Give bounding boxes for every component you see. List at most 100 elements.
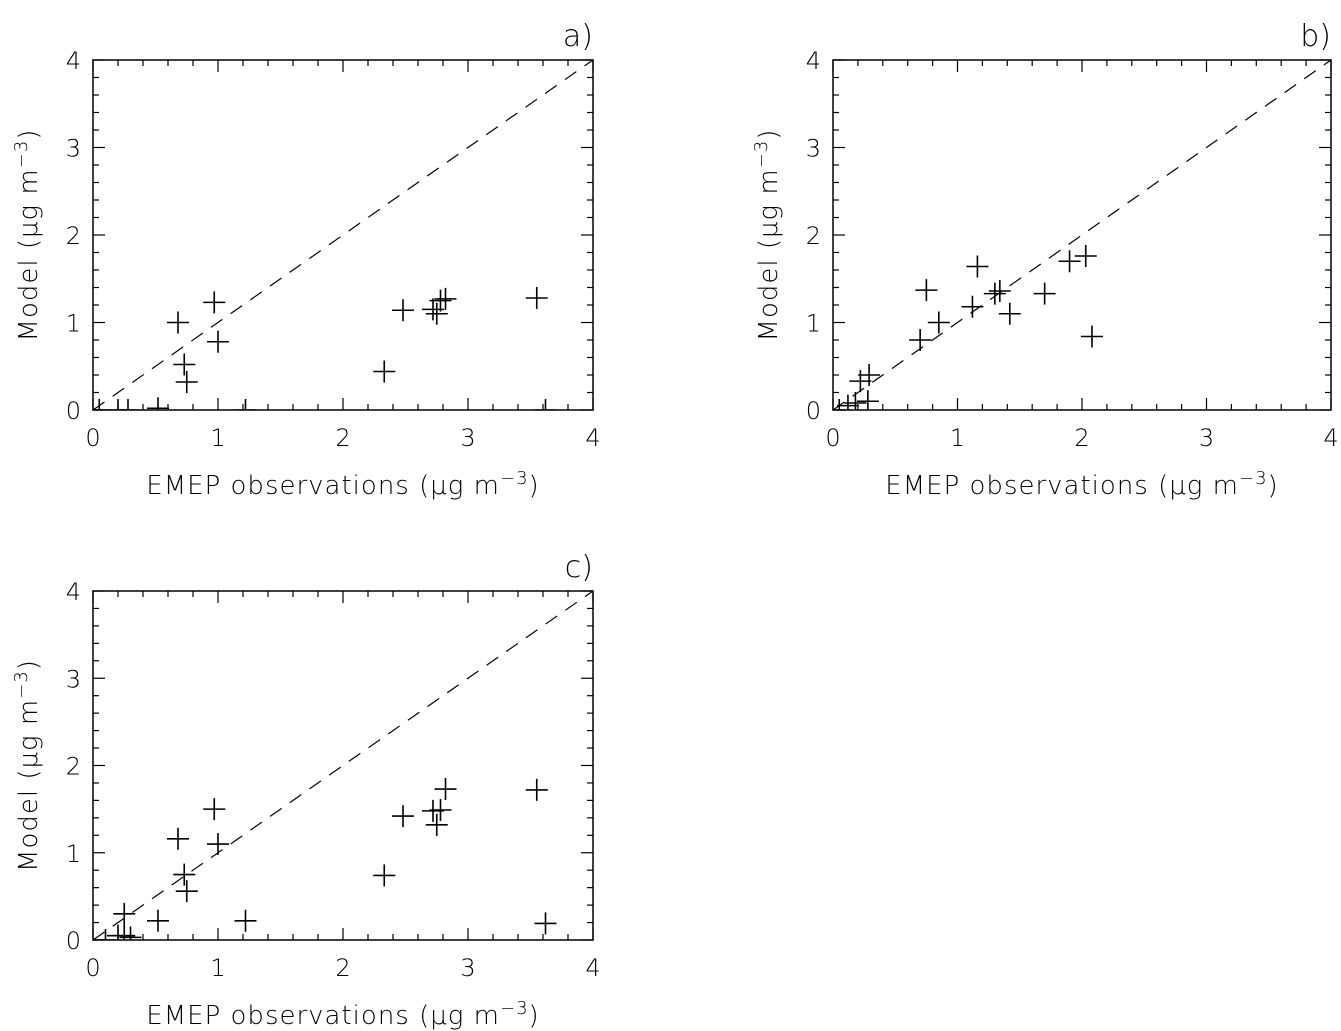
one-to-one-line [832,59,1332,411]
data-point [175,371,198,393]
data-point [983,282,1006,305]
x-tick-label: 2 [335,424,350,452]
panel-b: 0 1 2 3 4 0 1 2 3 4 EMEP observations (μg m−3) Mode… [751,19,1339,501]
x-tick-label: 2 [335,954,350,982]
data-point [93,399,111,410]
data-point [927,311,950,334]
data-points [93,287,557,410]
y-tick-label: 0 [66,927,81,955]
data-point [207,330,229,353]
y-tick-label: 4 [66,47,81,75]
plot-frame [92,59,594,411]
x-axis-label: EMEP observations (μg m−3) [146,998,539,1031]
data-point [373,360,396,383]
data-point [392,299,414,322]
data-point [147,909,169,932]
data-point [234,909,257,932]
x-tick-label: 4 [1323,424,1338,452]
x-tick-label: 1 [210,954,225,982]
x-tick-label: 4 [585,954,600,982]
y-tick-label: 4 [806,47,821,75]
y-axis-label: Model (μg m−3) [11,129,44,342]
panel-c: 0 1 2 3 4 0 1 2 3 4 EMEP observations (μg m−3) Mode… [11,550,601,1031]
data-points [94,778,557,940]
data-point [915,279,938,302]
y-tick-label: 1 [66,310,81,338]
data-point [525,287,548,309]
data-point [1074,245,1097,267]
x-tick-label: 1 [210,424,225,452]
data-point [998,302,1021,325]
data-point [844,392,867,410]
data-point [94,929,117,940]
data-point [961,295,984,318]
y-axis-label: Model (μg m−3) [751,129,784,342]
data-point [392,805,414,828]
x-axis-label: EMEP observations (μg m−3) [146,468,539,501]
data-point [173,353,196,376]
data-point [429,798,452,821]
data-point [434,287,457,310]
y-tick-label: 3 [66,135,81,163]
y-axis-label: Model (μg m−3) [11,659,44,872]
data-point [207,833,229,856]
y-tick-label: 2 [66,753,81,781]
one-to-one-line [92,59,594,411]
y-tick-label: 1 [806,310,821,338]
data-points [833,245,1103,410]
data-point [113,924,136,940]
y-tick-label: 0 [806,397,821,425]
data-point [909,329,932,351]
x-tick-label: 2 [1074,424,1089,452]
data-point [1058,250,1081,273]
x-axis-label: EMEP observations (μg m−3) [885,468,1278,501]
data-point [373,864,396,887]
data-point [858,364,881,386]
panel-label: a) [563,19,593,54]
y-tick-label: 2 [66,222,81,250]
x-tick-label: 1 [950,424,965,452]
data-point [167,311,189,334]
data-point [1080,325,1103,348]
data-point [849,370,872,393]
data-point [119,926,142,940]
data-point [534,912,557,935]
x-tick-label: 0 [85,954,100,982]
data-point [966,255,989,278]
panel-label: c) [565,550,593,585]
data-point [534,399,557,410]
y-tick-label: 3 [66,665,81,693]
x-tick-label: 3 [460,424,475,452]
one-to-one-line [92,590,594,941]
data-point [175,880,198,903]
data-point [203,798,226,821]
y-tick-label: 3 [806,135,821,163]
x-tick-label: 3 [460,954,475,982]
data-point [117,399,139,410]
x-tick-label: 0 [85,424,100,452]
data-point [167,827,189,850]
data-point [147,397,169,410]
panel-label: b) [1300,19,1331,54]
y-tick-label: 0 [66,397,81,425]
panel-a: 0 1 2 3 4 0 1 2 3 4 EMEP observations (μg m−3) Mode… [11,19,601,501]
y-tick-label: 2 [806,222,821,250]
data-point [856,390,879,410]
data-point [425,302,448,325]
data-point [203,291,226,314]
data-point [833,399,851,410]
data-point [425,813,448,836]
data-point [234,399,257,410]
x-tick-label: 4 [585,424,600,452]
x-tick-label: 0 [825,424,840,452]
data-point [525,778,548,801]
data-point [107,399,129,410]
y-tick-label: 1 [66,840,81,868]
data-point [1033,282,1056,305]
data-point [429,289,452,312]
y-tick-label: 4 [66,578,81,606]
plot-frame [92,590,594,941]
data-point [173,863,196,886]
x-tick-label: 3 [1199,424,1214,452]
